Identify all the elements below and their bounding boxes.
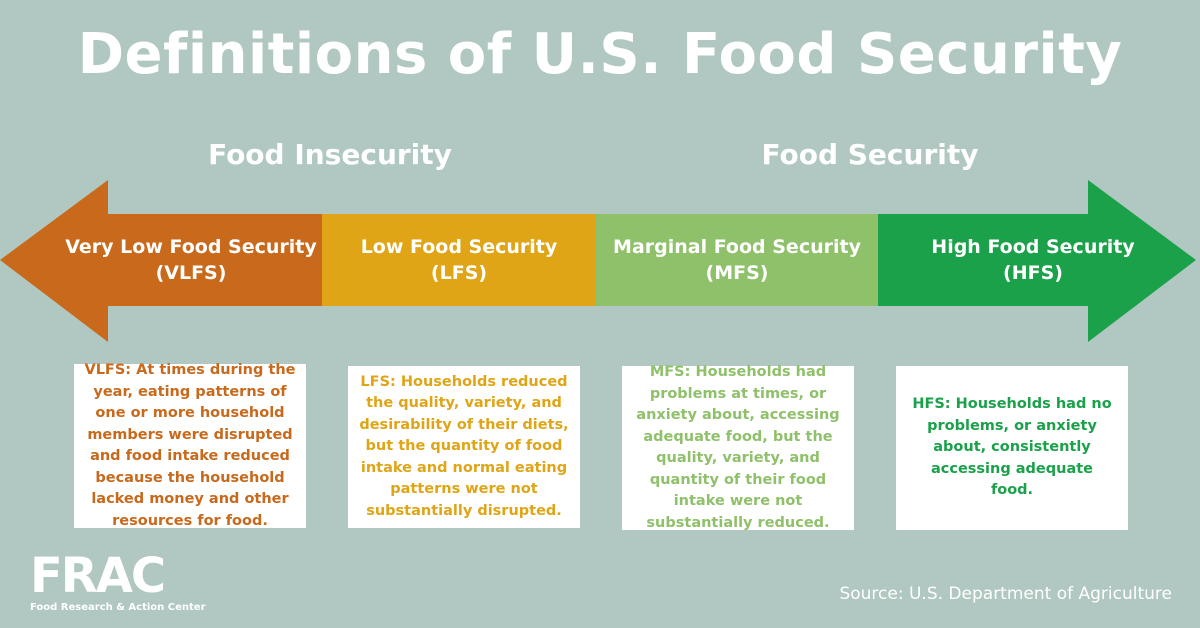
- segment-mfs-name: Marginal Food Security: [613, 236, 861, 258]
- frac-logo: FRAC Food Research & Action Center: [30, 552, 206, 613]
- segment-hfs: High Food Security (HFS): [878, 214, 1188, 306]
- arrow-segment-lfs: [322, 214, 596, 306]
- segment-vlfs-abbr: (VLFS): [155, 262, 227, 284]
- segment-vlfs-name: Very Low Food Security: [65, 236, 317, 258]
- page-title: Definitions of U.S. Food Security: [77, 22, 1123, 87]
- definition-mfs: MFS: Households had problems at times, o…: [636, 364, 840, 531]
- definition-box-vlfs: VLFS: At times during the year, eating p…: [74, 362, 306, 529]
- definition-box-hfs: HFS: Households had no problems, or anxi…: [896, 366, 1128, 530]
- arrow-head-right: [878, 180, 1196, 342]
- arrow-segment-mfs: [596, 214, 878, 306]
- segment-lfs-abbr: (LFS): [430, 262, 488, 284]
- segment-mfs: Marginal Food Security (MFS): [596, 214, 878, 306]
- segment-hfs-abbr: (HFS): [1003, 262, 1063, 284]
- definition-box-mfs: MFS: Households had problems at times, o…: [622, 364, 854, 531]
- food-insecurity-label: Food Insecurity: [208, 138, 452, 171]
- segment-mfs-abbr: (MFS): [705, 262, 769, 284]
- source-note: Source: U.S. Department of Agriculture: [839, 584, 1172, 604]
- frac-logo-subtitle: Food Research & Action Center: [30, 602, 206, 613]
- double-arrow: [0, 180, 1196, 342]
- segment-vlfs: Very Low Food Security (VLFS): [60, 214, 322, 306]
- segment-lfs: Low Food Security (LFS): [322, 214, 596, 306]
- frac-logo-mark: FRAC: [30, 548, 166, 604]
- definition-box-lfs: LFS: Households reduced the quality, var…: [348, 366, 580, 528]
- definition-vlfs: VLFS: At times during the year, eating p…: [84, 362, 296, 529]
- food-security-label: Food Security: [761, 138, 979, 171]
- segment-lfs-name: Low Food Security: [360, 236, 558, 258]
- arrow-head-left: [0, 180, 322, 342]
- definition-lfs: LFS: Households reduced the quality, var…: [359, 373, 569, 519]
- segment-hfs-name: High Food Security: [931, 236, 1135, 258]
- definition-hfs: HFS: Households had no problems, or anxi…: [912, 396, 1112, 499]
